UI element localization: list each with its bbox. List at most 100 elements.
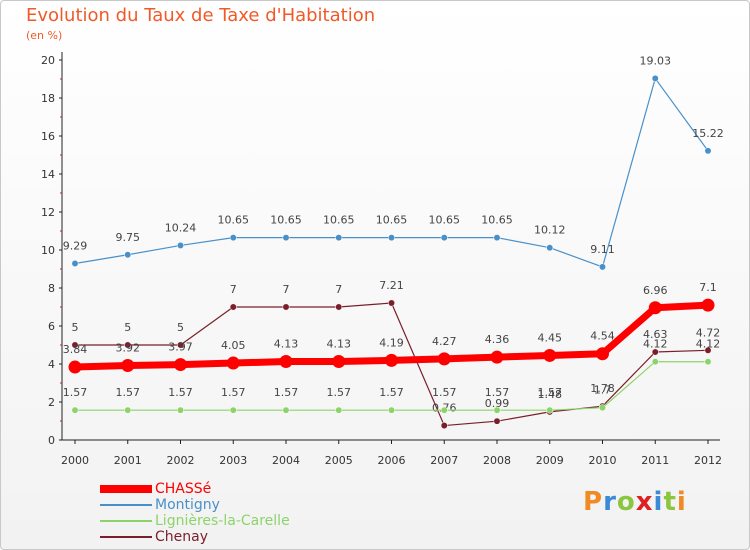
- legend-label-lignieres: Lignières-la-Carelle: [155, 513, 290, 529]
- legend-swatch-montigny: [100, 504, 152, 506]
- data-label-chass-: 4.36: [485, 333, 510, 346]
- data-point-chass-: [385, 353, 398, 367]
- brand-letter: o: [616, 487, 636, 517]
- x-tick-label: 2005: [325, 454, 353, 467]
- data-label-chass-: 3.92: [116, 342, 141, 355]
- data-point-montigny: [177, 241, 184, 249]
- data-label-chass-: 6.96: [643, 284, 668, 297]
- legend-label-montigny: Montigny: [155, 497, 220, 513]
- data-label-montigny: 9.11: [590, 243, 615, 256]
- data-label-ligni-res-la-carelle: 1.57: [327, 386, 352, 399]
- legend-swatch-chasse: [100, 485, 152, 493]
- data-point-chass-: [701, 298, 715, 312]
- data-label-montigny: 15.22: [692, 127, 724, 140]
- data-point-chass-: [174, 358, 187, 372]
- data-label-ligni-res-la-carelle: 1.57: [63, 386, 88, 399]
- data-point-ligni-res-la-carelle: [124, 406, 132, 414]
- data-point-montigny: [493, 234, 501, 242]
- y-tick-label: 16: [41, 130, 55, 143]
- data-point-montigny: [440, 234, 448, 242]
- brand-letter: x: [635, 487, 654, 517]
- data-label-montigny: 10.65: [323, 214, 355, 227]
- data-label-montigny: 10.65: [429, 214, 461, 227]
- y-tick-label: 20: [41, 54, 55, 67]
- data-label-chenay: 7: [335, 283, 342, 296]
- brand-letter: i: [676, 487, 687, 517]
- y-tick-label: 12: [41, 206, 55, 219]
- data-label-ligni-res-la-carelle: 1.7: [594, 384, 612, 397]
- data-label-montigny: 10.65: [270, 214, 302, 227]
- data-label-chenay: 5: [72, 321, 79, 334]
- y-tick-label: 14: [41, 168, 55, 181]
- x-tick-label: 2007: [430, 454, 458, 467]
- data-label-chenay: 7: [230, 283, 237, 296]
- data-label-ligni-res-la-carelle: 1.57: [485, 386, 510, 399]
- y-tick-label: 10: [41, 244, 55, 257]
- data-point-montigny: [282, 234, 290, 242]
- data-point-montigny: [599, 263, 606, 271]
- data-label-montigny: 10.24: [165, 221, 197, 234]
- data-label-montigny: 10.65: [218, 214, 250, 227]
- data-label-chenay: 5: [177, 321, 184, 334]
- data-point-montigny: [704, 147, 712, 155]
- data-label-ligni-res-la-carelle: 1.57: [168, 386, 193, 399]
- legend-label-chenay: Chenay: [155, 529, 208, 545]
- data-point-chenay: [177, 341, 184, 349]
- data-point-ligni-res-la-carelle: [599, 404, 606, 412]
- data-label-ligni-res-la-carelle: 4.12: [643, 338, 668, 351]
- data-point-chenay: [493, 417, 501, 425]
- data-label-ligni-res-la-carelle: 1.57: [116, 386, 141, 399]
- x-tick-label: 2004: [272, 454, 300, 467]
- data-label-chenay: 1.48: [538, 388, 563, 401]
- data-point-chass-: [226, 356, 240, 370]
- data-point-chass-: [543, 348, 557, 362]
- data-point-chenay: [704, 346, 712, 354]
- data-point-ligni-res-la-carelle: [440, 406, 448, 414]
- proxiti-logo: Proxiti: [583, 487, 687, 517]
- x-tick-label: 2011: [641, 454, 669, 467]
- data-point-chass-: [332, 355, 346, 369]
- data-label-chass-: 7.1: [699, 281, 717, 294]
- data-label-chass-: 3.97: [168, 341, 193, 354]
- data-label-montigny: 10.12: [534, 224, 566, 237]
- data-point-chass-: [596, 347, 609, 361]
- data-point-chass-: [121, 359, 135, 373]
- data-point-chenay: [388, 299, 395, 307]
- data-label-chenay: 0.99: [485, 397, 510, 410]
- data-label-chass-: 4.05: [221, 339, 246, 352]
- y-tick-label: 8: [48, 282, 55, 295]
- data-label-chass-: 4.27: [432, 335, 457, 348]
- data-label-montigny: 10.65: [481, 214, 513, 227]
- data-point-montigny: [388, 234, 395, 242]
- data-label-chenay: 7: [283, 283, 290, 296]
- data-point-chenay: [229, 303, 237, 311]
- data-point-ligni-res-la-carelle: [335, 406, 343, 414]
- x-tick-label: 2008: [483, 454, 511, 467]
- x-tick-label: 2003: [219, 454, 247, 467]
- x-tick-label: 2002: [167, 454, 195, 467]
- brand-letter: r: [603, 487, 617, 517]
- y-tick-label: 2: [48, 396, 55, 409]
- brand-letter: i: [653, 487, 664, 517]
- data-point-ligni-res-la-carelle: [704, 358, 712, 366]
- x-tick-label: 2009: [536, 454, 564, 467]
- data-point-chass-: [648, 301, 662, 315]
- brand-letter: P: [583, 487, 604, 517]
- data-point-chenay: [124, 341, 132, 349]
- x-tick-label: 2012: [694, 454, 722, 467]
- data-label-chenay: 5: [124, 321, 131, 334]
- legend-swatch-chenay: [100, 536, 152, 538]
- data-label-chass-: 4.13: [327, 338, 352, 351]
- data-point-ligni-res-la-carelle: [177, 406, 184, 414]
- data-point-chass-: [68, 360, 82, 374]
- data-point-chenay: [440, 422, 448, 430]
- data-label-ligni-res-la-carelle: 4.12: [696, 338, 721, 351]
- data-point-ligni-res-la-carelle: [493, 406, 501, 414]
- data-label-ligni-res-la-carelle: 1.57: [274, 386, 299, 399]
- data-point-chass-: [279, 355, 293, 369]
- data-point-chenay: [282, 303, 290, 311]
- chart-subtitle: (en %): [26, 29, 63, 42]
- data-label-ligni-res-la-carelle: 1.57: [538, 386, 563, 399]
- data-label-chenay: 1.78: [590, 382, 615, 395]
- data-label-chass-: 4.13: [274, 338, 299, 351]
